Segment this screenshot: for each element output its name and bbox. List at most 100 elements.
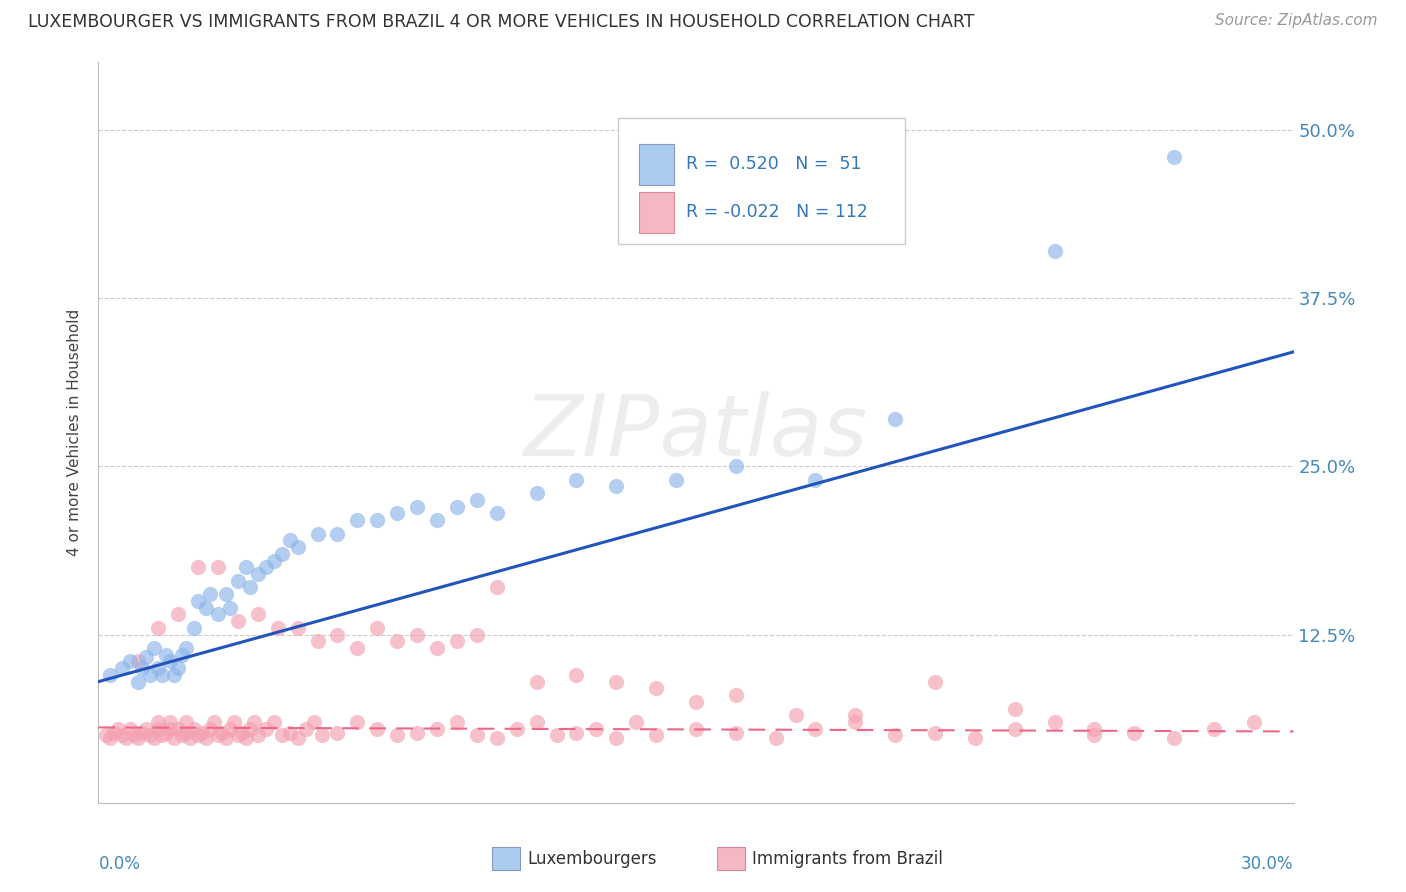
Point (111, 661, 134, 675)
Point (195, 600, 218, 615)
Text: 0.0%: 0.0% (98, 855, 141, 872)
Point (1004, 722, 1026, 736)
Point (167, 607, 190, 622)
Point (254, 560, 277, 574)
Point (150, 729, 173, 743)
Point (155, 648, 177, 662)
FancyBboxPatch shape (638, 144, 675, 185)
Text: R = -0.022   N = 112: R = -0.022 N = 112 (686, 203, 869, 221)
Point (202, 714, 225, 729)
Point (222, 714, 245, 729)
Point (195, 731, 218, 746)
Point (645, 729, 668, 743)
Point (263, 553, 285, 567)
Point (546, 729, 568, 743)
Point (143, 640, 166, 655)
Point (884, 729, 907, 743)
Point (226, 729, 249, 743)
Point (231, 726, 253, 740)
Text: Immigrants from Brazil: Immigrants from Brazil (752, 850, 943, 868)
Point (294, 722, 316, 736)
Point (120, 722, 142, 736)
Point (139, 668, 162, 682)
Point (111, 729, 134, 743)
Point (226, 614, 249, 628)
Point (1202, 722, 1225, 736)
Point (465, 492, 488, 507)
Point (207, 607, 229, 622)
Point (139, 729, 162, 743)
Point (287, 621, 309, 635)
Point (1163, 731, 1185, 746)
Point (96, 729, 118, 743)
Point (426, 722, 449, 736)
Text: ZIPatlas: ZIPatlas (524, 391, 868, 475)
Point (785, 708, 807, 723)
Text: 30.0%: 30.0% (1241, 855, 1294, 872)
Point (148, 714, 170, 729)
Point (155, 726, 177, 740)
Point (135, 722, 157, 736)
Point (198, 587, 221, 601)
Point (406, 500, 429, 514)
Point (131, 726, 153, 740)
Point (506, 722, 529, 736)
Point (385, 634, 409, 648)
Point (1043, 714, 1066, 729)
Point (115, 731, 138, 746)
Point (724, 726, 747, 740)
Point (254, 722, 277, 736)
Point (426, 640, 449, 655)
Point (187, 729, 209, 743)
Point (179, 731, 201, 746)
Point (207, 560, 229, 574)
Point (446, 714, 468, 729)
Point (246, 566, 269, 581)
Point (239, 581, 262, 595)
Point (446, 634, 468, 648)
Point (246, 729, 269, 743)
Point (174, 714, 197, 729)
Point (685, 695, 707, 709)
Point (406, 627, 429, 641)
Point (326, 627, 349, 641)
Point (1163, 150, 1185, 164)
Point (346, 714, 368, 729)
Point (765, 731, 787, 746)
Point (215, 587, 238, 601)
Point (127, 655, 149, 669)
Point (526, 486, 548, 500)
Point (174, 640, 197, 655)
Point (724, 688, 747, 702)
Point (211, 726, 233, 740)
Point (270, 547, 292, 561)
Point (326, 526, 349, 541)
Point (98, 668, 122, 682)
Text: Source: ZipAtlas.com: Source: ZipAtlas.com (1215, 13, 1378, 29)
Point (645, 681, 668, 696)
Point (287, 731, 309, 746)
Point (163, 668, 186, 682)
Point (626, 714, 648, 729)
Point (131, 661, 153, 675)
Point (172, 648, 194, 662)
Point (124, 729, 146, 743)
Point (135, 650, 157, 665)
FancyBboxPatch shape (619, 118, 905, 244)
Point (526, 714, 548, 729)
Point (485, 731, 508, 746)
Point (1243, 714, 1265, 729)
Point (278, 533, 301, 548)
Point (311, 729, 333, 743)
Point (127, 674, 149, 689)
Point (98, 731, 122, 746)
Point (485, 581, 508, 595)
Point (526, 674, 548, 689)
Point (235, 731, 257, 746)
Point (665, 473, 688, 487)
Point (127, 731, 149, 746)
Point (191, 726, 214, 740)
Point (1043, 244, 1066, 258)
Point (150, 668, 173, 682)
Point (148, 661, 170, 675)
